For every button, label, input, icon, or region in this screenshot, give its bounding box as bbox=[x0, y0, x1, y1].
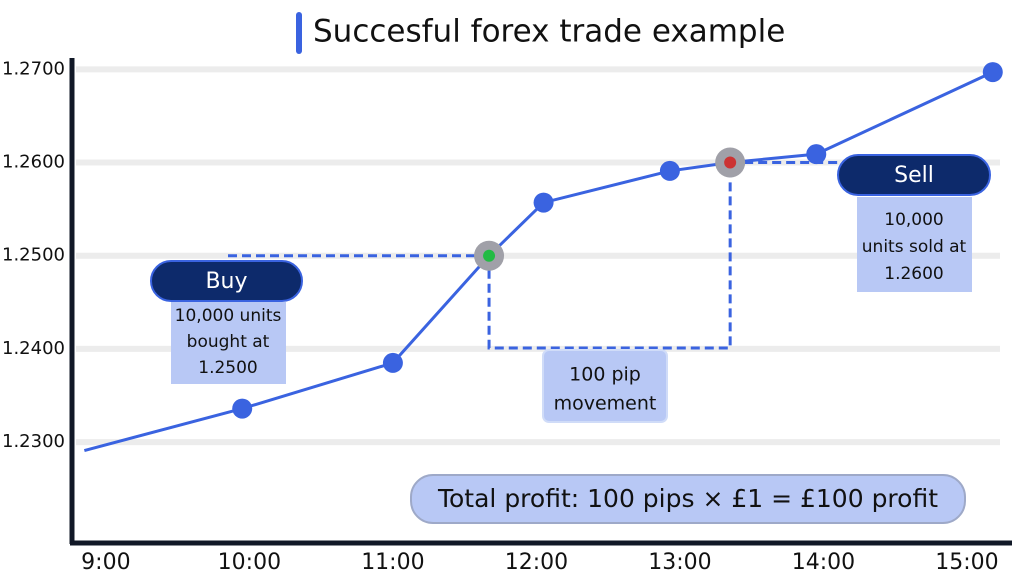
y-tick-label: 1.2700 bbox=[2, 58, 65, 79]
buy-detail: 1.2500 bbox=[198, 358, 257, 378]
sell-detail: 1.2600 bbox=[884, 264, 943, 284]
point bbox=[533, 192, 554, 213]
y-tick-label: 1.2300 bbox=[2, 431, 65, 452]
sell-detail: 10,000 bbox=[884, 210, 943, 230]
buy-detail: bought at bbox=[187, 332, 270, 352]
movement-label: movement bbox=[554, 393, 657, 415]
chart-title: Succesful forex trade example bbox=[313, 14, 785, 50]
x-tick-label: 12:00 bbox=[505, 550, 568, 575]
point bbox=[982, 62, 1003, 83]
profit-box bbox=[410, 474, 966, 524]
x-tick-label: 11:00 bbox=[361, 550, 424, 575]
sell-label: Sell bbox=[894, 163, 934, 188]
x-tick-label: 10:00 bbox=[218, 550, 281, 575]
x-tick-label: 9:00 bbox=[81, 550, 130, 575]
movement-label: 100 pip bbox=[569, 364, 641, 386]
movement-bracket bbox=[487, 162, 732, 350]
sell-detail: units sold at bbox=[862, 237, 967, 257]
trade-point bbox=[483, 249, 496, 262]
point bbox=[806, 144, 827, 165]
y-tick-label: 1.2600 bbox=[2, 152, 65, 173]
point bbox=[659, 160, 680, 181]
sell-box bbox=[837, 154, 991, 196]
point bbox=[382, 352, 403, 373]
y-tick-label: 1.2500 bbox=[2, 245, 65, 266]
title-accent bbox=[296, 12, 302, 54]
sell-detail-box bbox=[857, 197, 972, 292]
x-tick-label: 13:00 bbox=[648, 550, 711, 575]
trade-point bbox=[724, 156, 737, 169]
movement-box bbox=[542, 349, 668, 423]
buy-detail: 10,000 units bbox=[175, 306, 282, 326]
profit-label: Total profit: 100 pips × £1 = £100 profi… bbox=[437, 484, 938, 513]
buy-label: Buy bbox=[205, 269, 247, 294]
x-tick-label: 14:00 bbox=[792, 550, 855, 575]
buy-detail-box bbox=[171, 302, 286, 384]
x-tick-label: 15:00 bbox=[935, 550, 998, 575]
point bbox=[232, 398, 253, 419]
y-tick-label: 1.2400 bbox=[2, 338, 65, 359]
buy-box bbox=[150, 260, 303, 302]
